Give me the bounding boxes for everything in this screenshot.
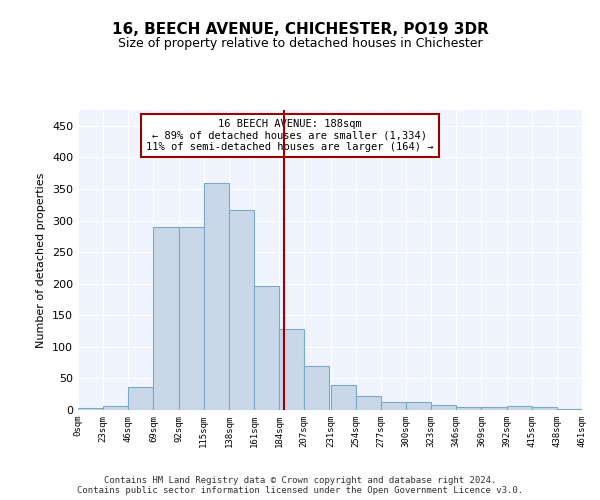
Bar [406, 402, 431, 410]
Bar [456, 408, 481, 410]
Bar [154, 227, 179, 410]
Bar [532, 407, 557, 410]
Bar [254, 286, 279, 410]
Bar [128, 388, 154, 410]
Text: Size of property relative to detached houses in Chichester: Size of property relative to detached ho… [118, 38, 482, 51]
Bar [78, 408, 103, 410]
Bar [506, 406, 532, 410]
Bar [331, 384, 356, 410]
Text: 16, BEECH AVENUE, CHICHESTER, PO19 3DR: 16, BEECH AVENUE, CHICHESTER, PO19 3DR [112, 22, 488, 38]
Bar [179, 227, 204, 410]
Text: Contains HM Land Registry data © Crown copyright and database right 2024.
Contai: Contains HM Land Registry data © Crown c… [77, 476, 523, 495]
Bar [279, 329, 304, 410]
Y-axis label: Number of detached properties: Number of detached properties [37, 172, 46, 348]
Bar [431, 405, 456, 410]
Bar [229, 210, 254, 410]
Text: 16 BEECH AVENUE: 188sqm
← 89% of detached houses are smaller (1,334)
11% of semi: 16 BEECH AVENUE: 188sqm ← 89% of detache… [146, 119, 433, 152]
Bar [356, 396, 381, 410]
Bar [204, 182, 229, 410]
Bar [381, 402, 406, 410]
Bar [557, 408, 582, 410]
Bar [103, 406, 128, 410]
Bar [481, 408, 506, 410]
Bar [304, 366, 329, 410]
